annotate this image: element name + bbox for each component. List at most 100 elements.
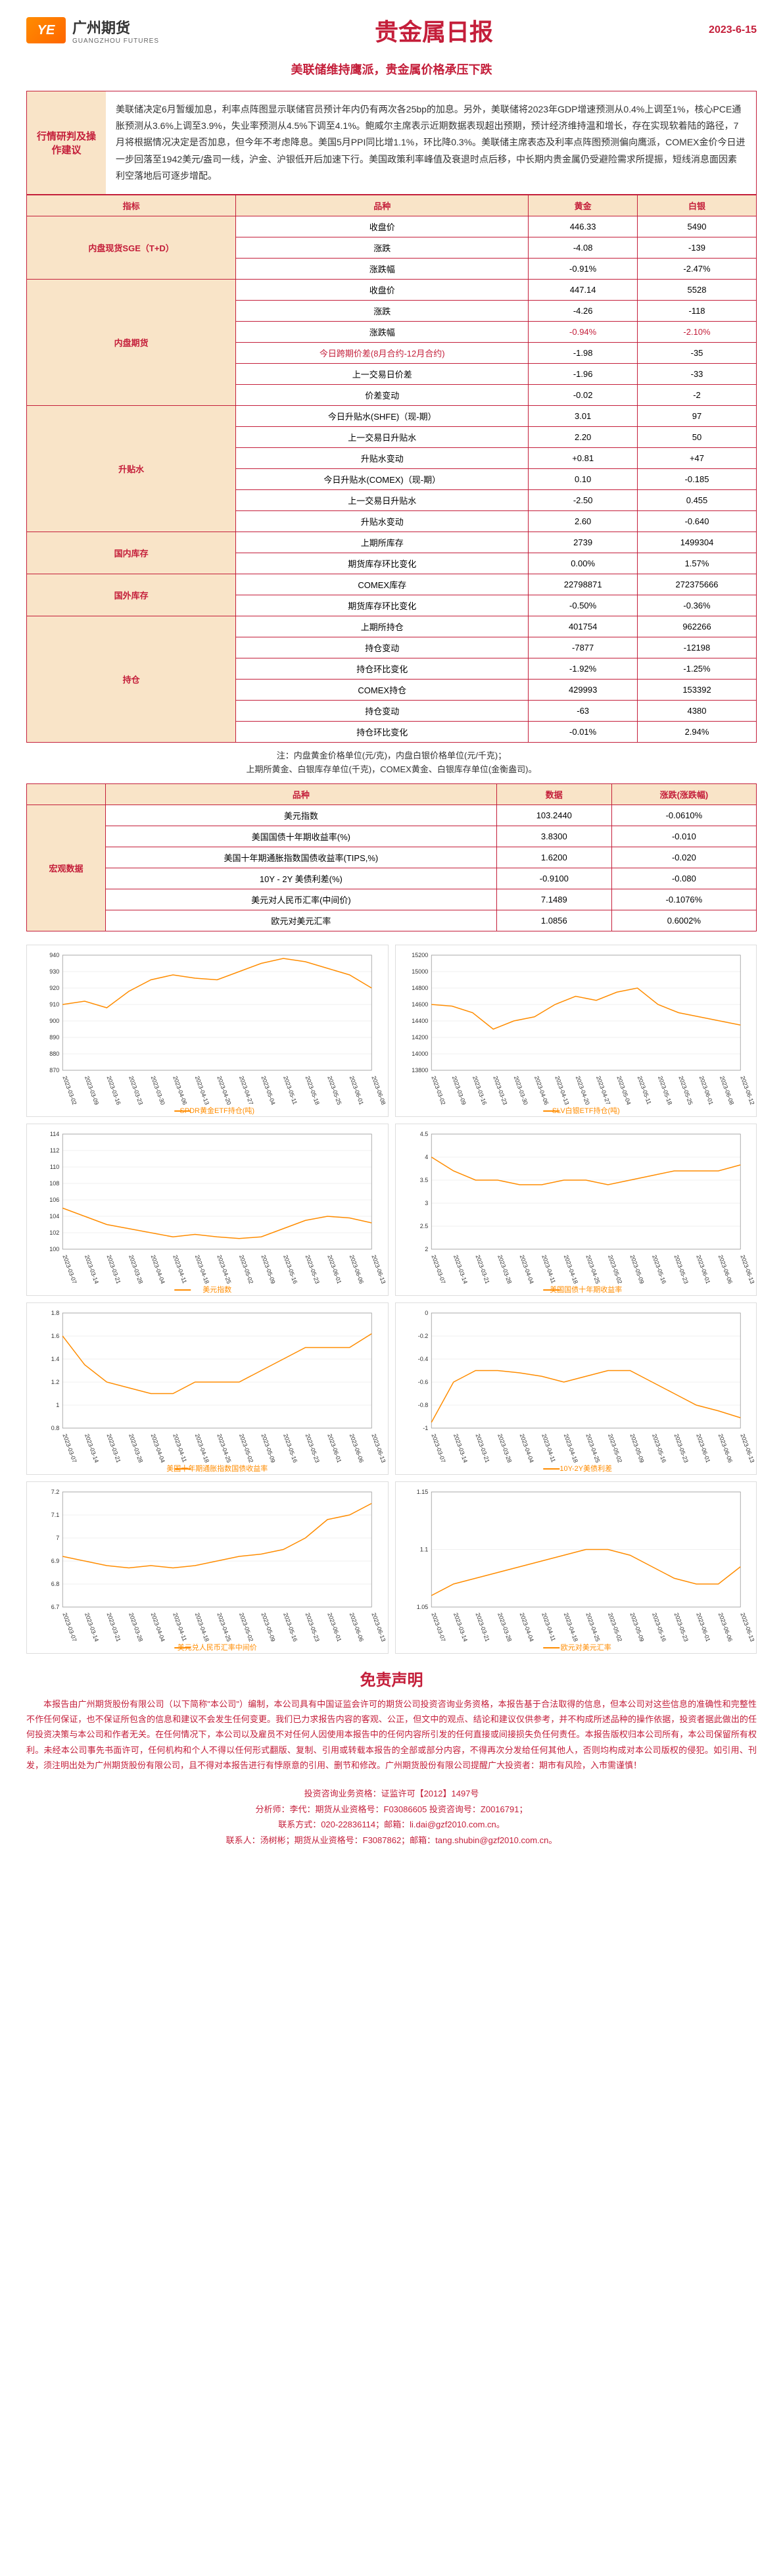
- row-label: 上一交易日升贴水: [236, 489, 529, 510]
- row-label: 今日跨期价差(8月合约-12月合约): [236, 342, 529, 363]
- macro-chg: -0.1076%: [611, 889, 756, 910]
- svg-text:2023-06-01: 2023-06-01: [348, 1075, 365, 1106]
- macro-table: 品种 数据 涨跌(涨跌幅) 宏观数据美元指数103.2440-0.0610%美国…: [26, 783, 757, 931]
- svg-text:1.1: 1.1: [419, 1546, 428, 1552]
- silver-value: -118: [638, 300, 757, 321]
- svg-text:美国十年期通胀指数国债收益率: 美国十年期通胀指数国债收益率: [166, 1464, 268, 1473]
- footer-line3a: 联系人：汤树彬；期货从业资格号：F3087862；邮箱：tang.shubin@…: [26, 1833, 757, 1848]
- silver-value: -12198: [638, 637, 757, 658]
- svg-text:2023-04-13: 2023-04-13: [194, 1075, 210, 1106]
- svg-text:2023-05-16: 2023-05-16: [282, 1254, 298, 1285]
- analysis-content: 美联储决定6月暂缓加息，利率点阵图显示联储官员预计年内仍有两次各25bp的加息。…: [106, 91, 756, 194]
- svg-text:2023-03-14: 2023-03-14: [452, 1254, 468, 1285]
- svg-text:14400: 14400: [412, 1018, 428, 1024]
- svg-text:2023-04-11: 2023-04-11: [172, 1612, 188, 1642]
- gold-value: 401754: [529, 616, 638, 637]
- svg-text:2023-06-13: 2023-06-13: [370, 1612, 387, 1643]
- svg-text:14200: 14200: [412, 1034, 428, 1041]
- svg-text:SPDR黄金ETF持仓(吨): SPDR黄金ETF持仓(吨): [179, 1106, 254, 1115]
- svg-text:2023-05-02: 2023-05-02: [606, 1254, 623, 1285]
- category-cell: 持仓: [27, 616, 236, 742]
- svg-text:2023-05-25: 2023-05-25: [677, 1075, 694, 1106]
- gold-value: 22798871: [529, 574, 638, 595]
- gold-value: 429993: [529, 679, 638, 700]
- gold-value: 446.33: [529, 216, 638, 237]
- svg-text:2023-06-13: 2023-06-13: [370, 1254, 387, 1285]
- svg-text:2023-03-30: 2023-03-30: [512, 1075, 529, 1106]
- svg-text:1: 1: [56, 1402, 59, 1408]
- svg-text:2023-05-16: 2023-05-16: [651, 1612, 667, 1643]
- svg-text:2023-05-23: 2023-05-23: [673, 1612, 689, 1643]
- svg-text:2023-06-06: 2023-06-06: [717, 1254, 733, 1285]
- svg-text:880: 880: [49, 1051, 59, 1057]
- svg-text:2023-03-02: 2023-03-02: [430, 1075, 446, 1106]
- svg-text:870: 870: [49, 1067, 59, 1074]
- gold-value: -0.94%: [529, 321, 638, 342]
- row-label: 上一交易日价差: [236, 363, 529, 384]
- macro-label: 美元对人民币汇率(中间价): [106, 889, 497, 910]
- svg-text:2023-03-23: 2023-03-23: [128, 1075, 144, 1106]
- silver-value: -33: [638, 363, 757, 384]
- svg-text:2023-05-16: 2023-05-16: [651, 1254, 667, 1285]
- svg-text:2023-04-18: 2023-04-18: [562, 1612, 579, 1643]
- svg-text:2023-03-07: 2023-03-07: [61, 1433, 78, 1464]
- row-label: 上期所库存: [236, 532, 529, 553]
- silver-value: -0.185: [638, 468, 757, 489]
- svg-text:2023-03-21: 2023-03-21: [106, 1254, 122, 1285]
- gold-value: -1.92%: [529, 658, 638, 679]
- svg-text:2023-06-08: 2023-06-08: [370, 1075, 387, 1106]
- svg-text:6.9: 6.9: [51, 1558, 60, 1564]
- row-label: 上一交易日升贴水: [236, 426, 529, 447]
- logo: YE 广州期货 GUANGZHOU FUTURES: [26, 16, 159, 45]
- gold-value: -7877: [529, 637, 638, 658]
- svg-text:2023-05-02: 2023-05-02: [606, 1433, 623, 1464]
- chart-panel: 6.76.86.977.17.22023-03-072023-03-142023…: [26, 1481, 389, 1654]
- silver-value: -139: [638, 237, 757, 258]
- svg-text:4.5: 4.5: [419, 1131, 428, 1137]
- svg-text:7: 7: [56, 1535, 59, 1541]
- svg-text:2023-05-02: 2023-05-02: [606, 1612, 623, 1643]
- gold-value: -63: [529, 700, 638, 721]
- svg-text:2023-03-14: 2023-03-14: [83, 1433, 100, 1464]
- svg-text:2023-04-11: 2023-04-11: [172, 1433, 188, 1463]
- svg-text:2023-04-20: 2023-04-20: [574, 1075, 590, 1106]
- svg-text:10Y-2Y美债利差: 10Y-2Y美债利差: [559, 1464, 612, 1473]
- gold-value: -4.26: [529, 300, 638, 321]
- svg-text:2023-03-28: 2023-03-28: [128, 1433, 144, 1464]
- svg-text:15000: 15000: [412, 968, 428, 975]
- macro-val: 1.0856: [496, 910, 611, 931]
- svg-text:900: 900: [49, 1018, 59, 1024]
- svg-text:2023-04-27: 2023-04-27: [238, 1075, 254, 1106]
- gold-value: 2739: [529, 532, 638, 553]
- macro-chg: -0.020: [611, 847, 756, 868]
- row-label: 持仓变动: [236, 700, 529, 721]
- svg-text:2023-06-13: 2023-06-13: [739, 1254, 755, 1285]
- silver-value: -0.36%: [638, 595, 757, 616]
- svg-text:2023-03-07: 2023-03-07: [430, 1612, 446, 1643]
- macro-chg: -0.080: [611, 868, 756, 889]
- category-cell: 内盘期货: [27, 279, 236, 405]
- svg-text:2023-04-04: 2023-04-04: [518, 1433, 534, 1464]
- gold-value: 0.10: [529, 468, 638, 489]
- footer-info: 投资咨询业务资格：证监许可【2012】1497号 分析师：李代：期货从业资格号：…: [26, 1786, 757, 1848]
- svg-text:2023-03-07: 2023-03-07: [430, 1254, 446, 1285]
- disclaimer-text: 本报告由广州期货股份有限公司（以下简称"本公司"）编制，本公司具有中国证监会许可…: [26, 1697, 757, 1773]
- svg-text:940: 940: [49, 952, 59, 958]
- silver-value: -35: [638, 342, 757, 363]
- svg-text:2023-05-23: 2023-05-23: [673, 1254, 689, 1285]
- svg-text:2023-04-04: 2023-04-04: [518, 1612, 534, 1643]
- gold-value: -4.08: [529, 237, 638, 258]
- footer-line2b: 联系方式：020-22836114；邮箱：li.dai@gzf2010.com.…: [26, 1817, 757, 1832]
- logo-cn: 广州期货: [72, 16, 159, 37]
- svg-text:2023-06-06: 2023-06-06: [348, 1612, 365, 1643]
- svg-text:1.8: 1.8: [51, 1310, 60, 1316]
- silver-value: +47: [638, 447, 757, 468]
- gold-value: 3.01: [529, 405, 638, 426]
- chart-svg: 1001021041061081101121142023-03-072023-0…: [27, 1124, 388, 1295]
- svg-text:2023-03-28: 2023-03-28: [496, 1433, 513, 1464]
- macro-label: 10Y - 2Y 美债利差(%): [106, 868, 497, 889]
- svg-text:2023-04-25: 2023-04-25: [216, 1612, 232, 1643]
- chart-svg: 22.533.544.52023-03-072023-03-142023-03-…: [396, 1124, 757, 1295]
- svg-text:1.15: 1.15: [416, 1489, 428, 1495]
- svg-text:2023-05-23: 2023-05-23: [304, 1433, 321, 1464]
